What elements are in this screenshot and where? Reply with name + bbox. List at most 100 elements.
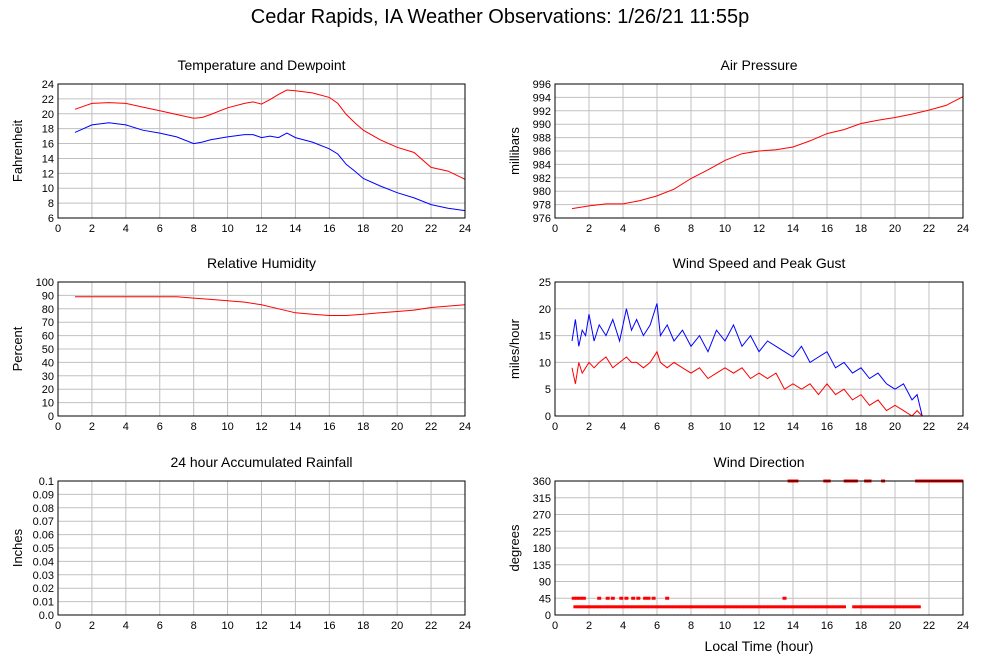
data-point xyxy=(835,605,840,609)
x-tick-label: 12 xyxy=(255,620,267,632)
y-tick-label: 360 xyxy=(533,476,551,488)
data-point xyxy=(597,596,602,600)
data-point xyxy=(624,605,629,609)
plot-frame xyxy=(57,281,466,417)
chart-panel-4: 0 2 4 6 8 10 12 14 16 18 20 22 240.00.010.020.030.04… xyxy=(10,454,471,632)
data-point xyxy=(590,605,595,609)
data-point xyxy=(859,605,863,609)
y-tick-label: 5 xyxy=(545,384,551,396)
y-tick-label: 0.03 xyxy=(33,570,54,582)
data-point xyxy=(876,605,880,609)
x-tick-label: 24 xyxy=(459,223,471,235)
data-point xyxy=(821,605,826,609)
x-tick-label: 24 xyxy=(957,421,969,433)
x-tick-label: 0 xyxy=(55,620,61,632)
y-tick-label: 0.09 xyxy=(33,489,54,501)
data-point xyxy=(672,605,676,609)
x-tick-label: 8 xyxy=(688,421,694,433)
chart-title: Relative Humidity xyxy=(207,255,316,271)
data-point xyxy=(661,605,666,609)
data-point xyxy=(838,605,843,609)
data-point xyxy=(651,605,656,609)
x-tick-label: 4 xyxy=(123,620,129,632)
y-tick-label: 0 xyxy=(48,411,54,423)
x-tick-label: 16 xyxy=(821,421,833,433)
data-point xyxy=(634,605,639,609)
data-point xyxy=(692,605,697,609)
data-point xyxy=(865,605,870,609)
x-tick-label: 24 xyxy=(459,421,471,433)
chart-panel-5: 0 2 4 6 8 10 12 14 16 18 20 22 240459013518022527031… xyxy=(507,454,969,654)
x-tick-label: 20 xyxy=(889,421,901,433)
series-line-1 xyxy=(74,122,466,212)
y-axis-label: Fahrenheit xyxy=(10,120,25,183)
x-tick-label: 20 xyxy=(391,421,403,433)
x-tick-label: 18 xyxy=(855,620,867,632)
y-tick-label: 70 xyxy=(42,317,54,329)
data-point xyxy=(689,605,693,609)
data-point xyxy=(644,605,649,609)
data-point xyxy=(780,605,785,609)
data-point xyxy=(678,605,683,609)
data-point xyxy=(580,605,585,609)
series-line-0 xyxy=(571,303,963,417)
data-point xyxy=(746,605,751,609)
x-tick-label: 0 xyxy=(55,421,61,433)
data-point xyxy=(655,605,659,609)
data-point xyxy=(774,605,778,609)
data-point xyxy=(631,596,636,600)
y-tick-label: 100 xyxy=(36,277,54,289)
x-tick-label: 6 xyxy=(157,620,163,632)
x-axis-label: Local Time (hour) xyxy=(705,638,814,654)
data-point xyxy=(886,605,891,609)
data-point xyxy=(610,605,615,609)
y-axis-label: millibars xyxy=(507,127,522,175)
y-tick-label: 20 xyxy=(42,384,54,396)
chart-panel-1: 0 2 4 6 8 10 12 14 16 18 20 22 249769789809829849869… xyxy=(507,57,969,235)
x-tick-label: 0 xyxy=(55,223,61,235)
x-tick-label: 20 xyxy=(889,620,901,632)
data-point xyxy=(619,596,624,600)
y-tick-label: 0.02 xyxy=(33,583,54,595)
y-tick-label: 135 xyxy=(533,560,551,572)
y-tick-label: 0.05 xyxy=(33,543,54,555)
x-tick-label: 16 xyxy=(323,223,335,235)
data-point xyxy=(916,605,921,609)
series-line-0 xyxy=(74,89,466,180)
data-point xyxy=(750,605,755,609)
y-tick-label: 15 xyxy=(539,331,551,343)
data-point xyxy=(607,605,612,609)
data-point xyxy=(593,605,598,609)
data-point xyxy=(648,605,653,609)
y-tick-label: 60 xyxy=(42,331,54,343)
y-tick-label: 14 xyxy=(42,153,54,165)
x-tick-label: 4 xyxy=(123,421,129,433)
data-point xyxy=(605,596,610,600)
data-point xyxy=(576,605,581,609)
x-tick-label: 10 xyxy=(719,223,731,235)
y-tick-label: 18 xyxy=(42,124,54,136)
y-tick-label: 180 xyxy=(533,543,551,555)
chart-title: Air Pressure xyxy=(720,57,797,73)
x-tick-label: 16 xyxy=(323,421,335,433)
y-tick-label: 994 xyxy=(533,92,551,104)
data-point xyxy=(760,605,765,609)
x-tick-label: 18 xyxy=(855,421,867,433)
data-point xyxy=(621,605,625,609)
data-point xyxy=(638,605,642,609)
x-tick-label: 10 xyxy=(221,421,233,433)
y-tick-label: 984 xyxy=(533,159,551,171)
data-point xyxy=(578,596,583,600)
x-tick-label: 14 xyxy=(787,620,799,632)
y-tick-label: 0.0 xyxy=(39,610,54,622)
y-tick-label: 0 xyxy=(545,610,551,622)
y-tick-label: 12 xyxy=(42,168,54,180)
y-tick-label: 315 xyxy=(533,493,551,505)
data-point xyxy=(828,605,833,609)
y-tick-label: 10 xyxy=(42,183,54,195)
data-point xyxy=(862,605,867,609)
data-point xyxy=(797,605,802,609)
data-point xyxy=(583,605,588,609)
chart-panel-0: 0 2 4 6 8 10 12 14 16 18 20 22 24681012141618202224T… xyxy=(10,57,471,235)
